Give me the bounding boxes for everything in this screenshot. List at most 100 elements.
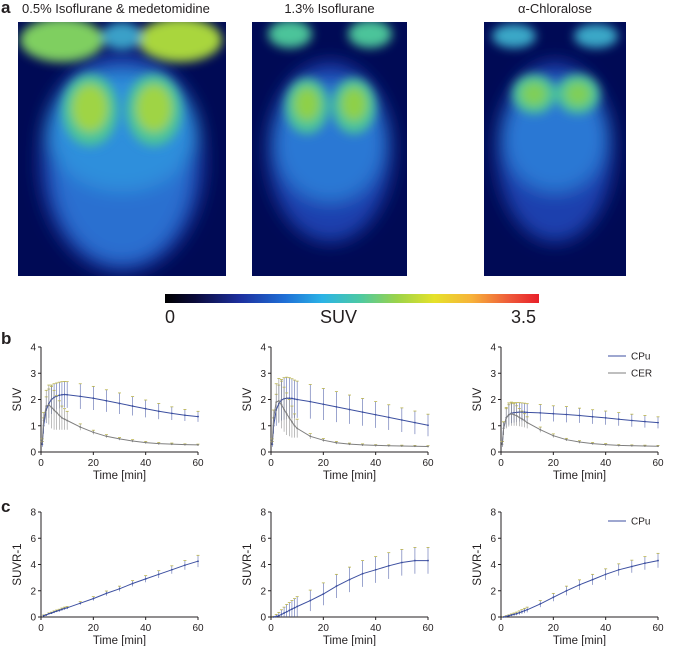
chart6-series-cpu-point xyxy=(644,562,646,565)
chart1-series-cpu-point xyxy=(66,393,69,396)
colorbar-max-label: 3.5 xyxy=(511,307,537,327)
chart4-series-cpu-point xyxy=(61,608,63,611)
pet-image-1 xyxy=(18,22,226,276)
chart5-y-tick-label: 6 xyxy=(260,534,266,545)
chart2-y-tick-label: 4 xyxy=(260,343,266,354)
chart3-series-cer-point xyxy=(515,414,518,417)
chart5-x-tick-label: 0 xyxy=(268,623,274,634)
chart6-series-cpu-point xyxy=(513,613,515,616)
chart3-x-tick-label: 40 xyxy=(600,458,612,469)
chart1-series-cer-point xyxy=(197,444,199,446)
chart3-legend-label-cpu: CPu xyxy=(631,352,650,363)
chart6-series-cpu-point xyxy=(521,610,523,613)
chart1-y-tick-label: 3 xyxy=(30,369,36,380)
chart4-x-tick-label: 60 xyxy=(192,623,204,634)
chart3-series-cer-point xyxy=(526,421,529,424)
chart2-series-cpu-point xyxy=(348,408,351,411)
image-title-3: α-Chloralose xyxy=(518,1,592,16)
chart1-y-tick-label: 0 xyxy=(30,448,36,459)
chart5-series-cpu-point xyxy=(285,610,288,613)
chart2-y-tick-label: 1 xyxy=(260,421,266,432)
chart3-series-cer-point xyxy=(604,443,607,446)
colorbar-title: SUV xyxy=(320,307,358,327)
pet-image-3 xyxy=(484,22,626,276)
chart4-series-cpu-point xyxy=(50,612,53,614)
chart3-series-cer-point xyxy=(578,441,581,443)
chart1-series-cer-point xyxy=(118,437,121,440)
chart2-series-cer-point xyxy=(335,441,338,444)
chart6-y-tick-label: 2 xyxy=(490,586,496,597)
chart4-series-cpu-point xyxy=(47,612,50,615)
chart4-series-cpu-point xyxy=(66,606,69,609)
chart4-y-tick-label: 6 xyxy=(30,534,36,545)
chart5-series-cpu-point xyxy=(309,599,312,602)
chart2-x-tick-label: 0 xyxy=(268,458,274,469)
chart5-series-cpu-point xyxy=(374,568,377,571)
chart2-y-axis-label: SUV xyxy=(242,387,254,411)
chart1-series-cer-point xyxy=(131,440,134,442)
chart3-y-tick-label: 3 xyxy=(490,369,496,380)
chart3-series-cer-point xyxy=(539,428,542,431)
chart3-series-cer-point xyxy=(501,443,504,446)
chart3-y-tick-label: 0 xyxy=(490,448,496,459)
chart6-x-tick-label: 40 xyxy=(600,623,612,634)
chart3-series-cer-point xyxy=(510,413,513,415)
chart4-y-tick-label: 8 xyxy=(30,508,36,519)
chart2-series-cer-point xyxy=(291,420,293,423)
chart3-series-cpu-line xyxy=(501,411,659,445)
chart3-x-tick-label: 0 xyxy=(498,458,504,469)
chart3-y-tick-label: 4 xyxy=(490,343,496,354)
chart6-series-cpu-line xyxy=(503,560,659,618)
chart2-series-cpu-point xyxy=(400,419,403,421)
chart2-series-cer-point xyxy=(309,435,312,438)
chart3-series-cpu-point xyxy=(526,411,529,414)
chart1-x-tick-label: 20 xyxy=(88,458,100,469)
chart6-series-cpu-point xyxy=(604,573,607,576)
chart4-x-tick-label: 20 xyxy=(88,623,100,634)
chart1-series-cer-point xyxy=(58,414,61,417)
chart5-series-cpu-point xyxy=(277,614,280,617)
chart5-series-cpu-point xyxy=(293,606,296,609)
chart5-series-cpu-point xyxy=(414,559,416,562)
chart1-series-cpu-point xyxy=(63,393,66,396)
chart5-series-cpu-point xyxy=(335,585,338,588)
chart2-x-tick-label: 40 xyxy=(370,458,382,469)
chart2-series-cpu-point xyxy=(387,416,390,419)
chart1-y-axis-label: SUV xyxy=(12,387,24,411)
chart6-y-tick-label: 6 xyxy=(490,534,496,545)
chart4-series-cpu-point xyxy=(79,602,82,605)
chart4-x-axis-label: Time [min] xyxy=(93,635,146,646)
chart4-series-cpu-point xyxy=(55,610,58,612)
chart3-series-cpu-point xyxy=(578,414,581,417)
chart3-series-cpu-point xyxy=(617,418,620,421)
chart1-series-cpu-point xyxy=(157,410,160,413)
chart3-series-cer-point xyxy=(523,419,526,422)
chart2-x-tick-label: 60 xyxy=(422,458,434,469)
chart2-series-cer-point xyxy=(400,445,403,447)
chart3-series-cer-point xyxy=(644,445,646,447)
chart6-x-tick-label: 0 xyxy=(498,623,504,634)
chart2-series-cpu-point xyxy=(293,398,296,400)
chart1-series-cer-point xyxy=(45,405,48,407)
chart1-series-cpu-point xyxy=(58,394,61,397)
chart5-y-tick-label: 4 xyxy=(260,560,266,571)
chart1-series-cpu-point xyxy=(79,395,82,398)
chart3-series-cer-point xyxy=(552,434,555,437)
chart4-series-cpu-point xyxy=(118,587,121,590)
chart2-series-cer-line xyxy=(271,400,429,447)
chart2-series-cer-point xyxy=(348,443,351,446)
panel-letter-c: c xyxy=(1,497,11,516)
chart1-y-tick-label: 1 xyxy=(30,421,36,432)
chart2-series-cer-point xyxy=(277,399,280,402)
chart4-series-cpu-point xyxy=(45,614,48,616)
chart5-x-tick-label: 20 xyxy=(318,623,330,634)
panel-letter-a: a xyxy=(1,0,11,17)
chart1-x-tick-label: 40 xyxy=(140,458,152,469)
chart4-series-cpu-point xyxy=(144,578,147,580)
chart6-series-cpu-point xyxy=(526,608,529,611)
chart5-x-tick-label: 60 xyxy=(422,623,434,634)
chart5-series-cpu-line xyxy=(273,560,428,618)
chart1-series-cer-point xyxy=(170,443,173,446)
chart3-series-cpu-point xyxy=(657,421,659,424)
